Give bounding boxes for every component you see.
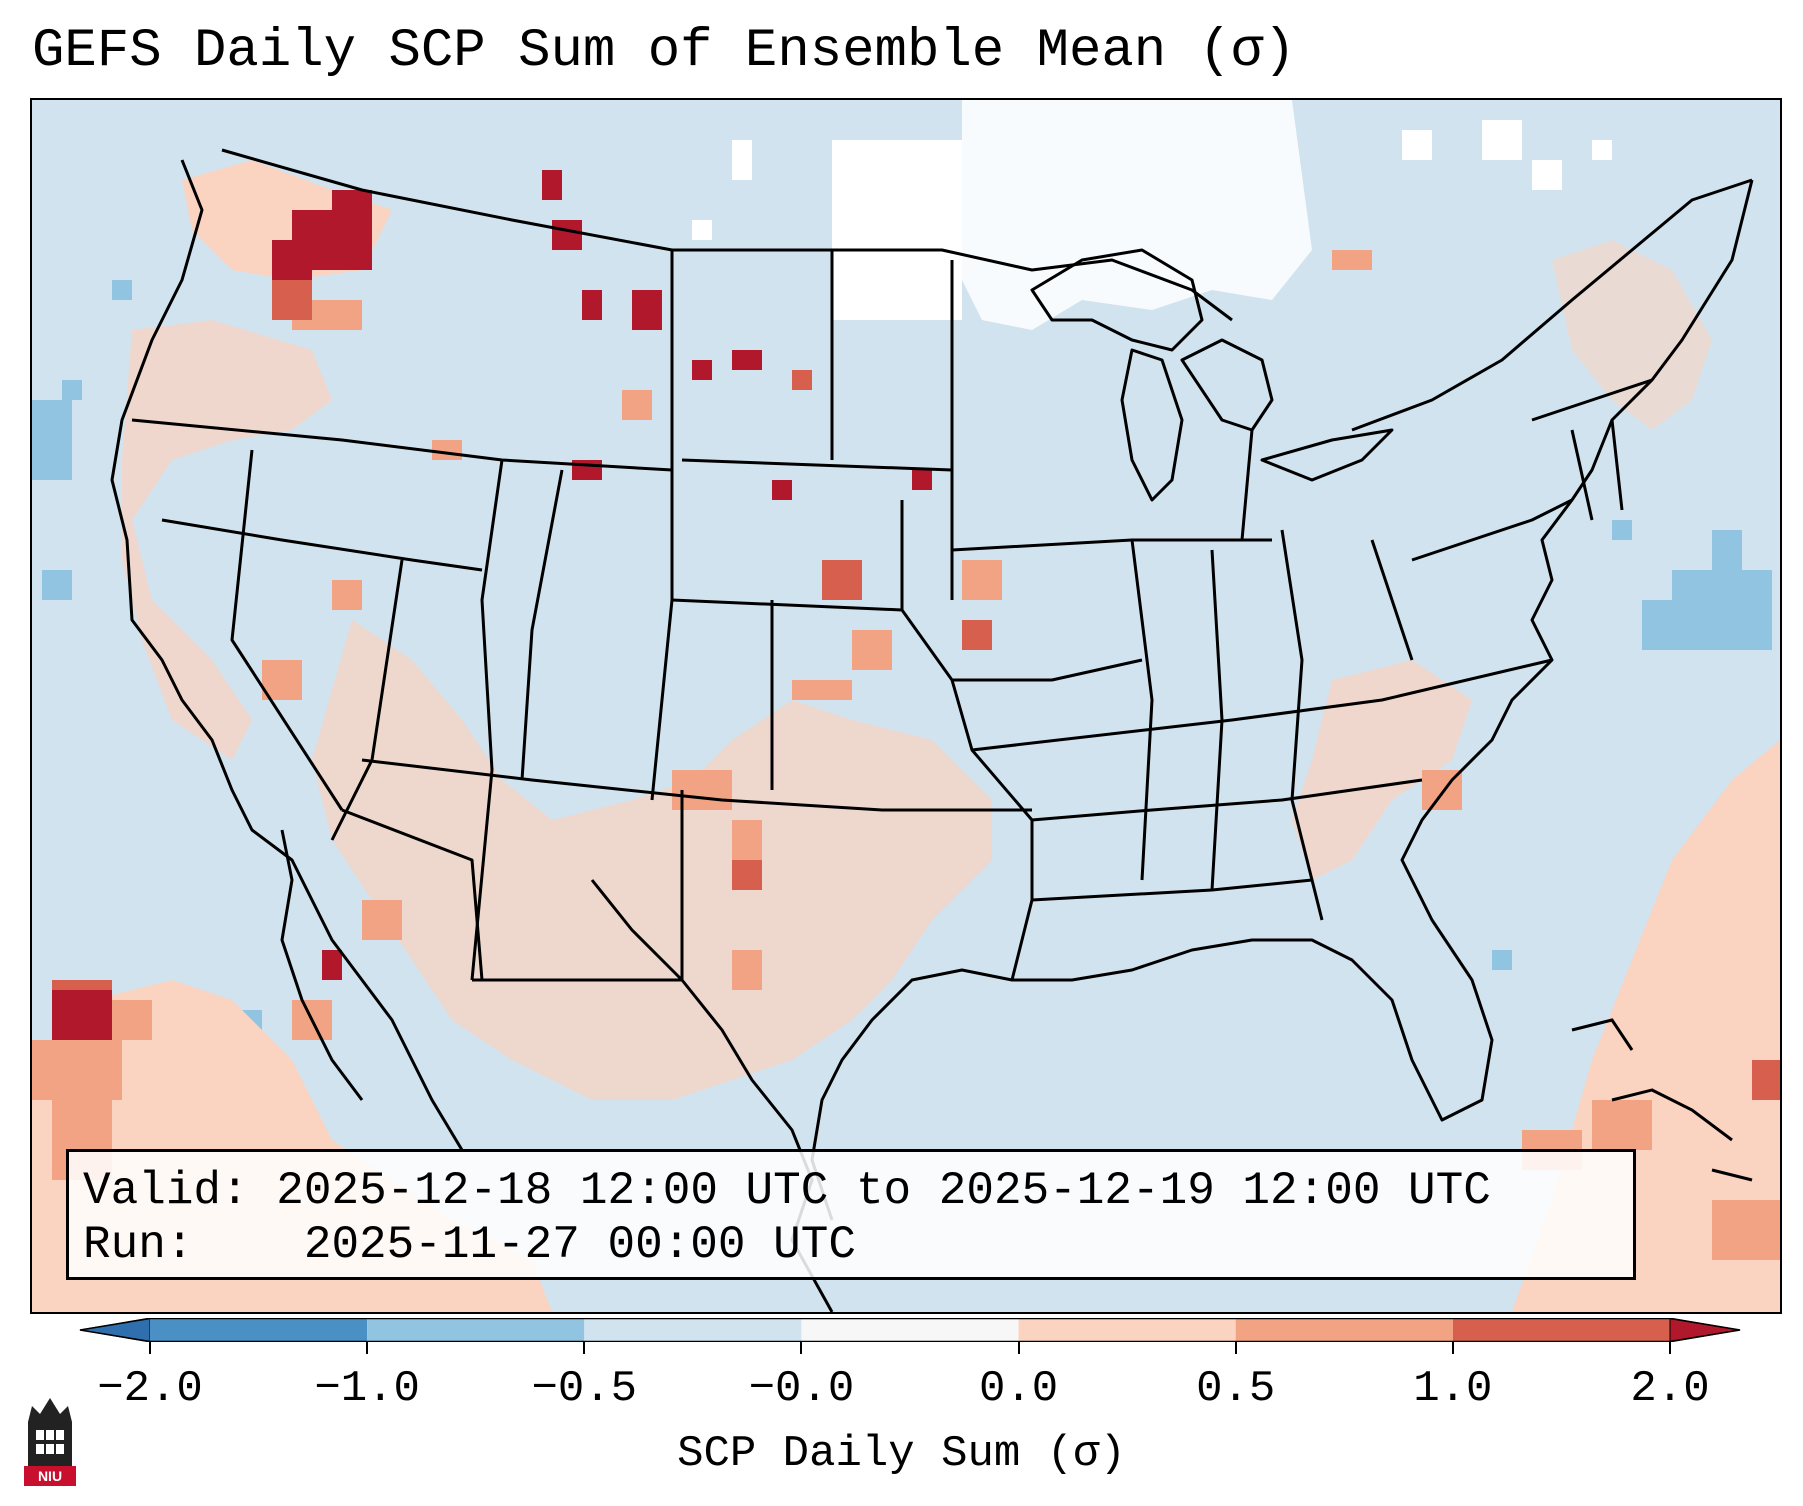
colorbar-tick-mark [1669, 1342, 1671, 1354]
colorbar-tick-label: 0.5 [1196, 1364, 1276, 1414]
colorbar-extend-high [1669, 1318, 1741, 1342]
colorbar-bin [584, 1318, 802, 1342]
colorbar-tick-mark [149, 1342, 151, 1354]
positive-extreme-cells [52, 170, 932, 1040]
colorbar-tick-label: −2.0 [97, 1364, 203, 1414]
valid-value: 2025-12-18 12:00 UTC to 2025-12-19 12:00… [276, 1165, 1491, 1217]
run-label: Run: [83, 1219, 194, 1271]
colorbar-extend-low [79, 1318, 151, 1342]
colorbar-outline [79, 1318, 1741, 1342]
colorbar-tick-label: −1.0 [314, 1364, 420, 1414]
logo-text: NIU [38, 1468, 62, 1484]
colorbar-bin [150, 1318, 368, 1342]
islands [1571, 1018, 1753, 1182]
colorbar-tick-mark [800, 1342, 803, 1354]
colorbar-bin [801, 1318, 1019, 1342]
colorbar-tick-mark [1017, 1342, 1020, 1354]
colorbar-tick-mark [366, 1342, 369, 1354]
colorbar-tick-mark [1234, 1342, 1237, 1354]
colorbar-bin [1235, 1318, 1453, 1342]
valid-label: Valid: [83, 1165, 249, 1217]
negative-anomaly-cells [32, 280, 1772, 1030]
valid-run-info-box: Valid: 2025-12-18 12:00 UTC to 2025-12-1… [66, 1149, 1636, 1280]
map-panel [30, 98, 1782, 1314]
niu-logo: NIU [24, 1398, 76, 1486]
colorbar-bin [367, 1318, 585, 1342]
run-value: 2025-11-27 00:00 UTC [303, 1219, 856, 1271]
colorbar [79, 1318, 1741, 1342]
colorbar-tick-mark [583, 1342, 586, 1354]
colorbar-tick-label: −0.0 [748, 1364, 855, 1414]
colorbar-tick-mark [1451, 1342, 1454, 1354]
colorbar-bin [1018, 1318, 1236, 1342]
colorbar-title: SCP Daily Sum (σ) [677, 1429, 1126, 1479]
colorbar-tick-label: 0.0 [978, 1364, 1059, 1414]
colorbar-tick-label: 2.0 [1630, 1364, 1710, 1414]
colorbar-tick-label: 1.0 [1413, 1364, 1493, 1414]
no-data-regions [692, 100, 1612, 330]
colorbar-tick-label: −0.5 [531, 1364, 638, 1414]
map-title: GEFS Daily SCP Sum of Ensemble Mean (σ) [32, 21, 1296, 82]
boundaries [110, 148, 1754, 1312]
scp-map [32, 100, 1780, 1312]
colorbar-bin [1452, 1318, 1670, 1342]
